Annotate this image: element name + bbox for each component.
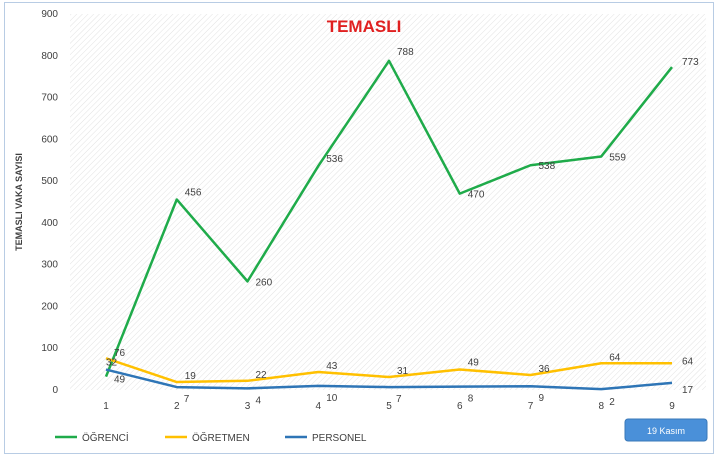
data-label: 10 bbox=[326, 393, 338, 404]
y-tick-label: 900 bbox=[41, 9, 58, 20]
y-tick-label: 0 bbox=[52, 385, 58, 396]
data-label: 64 bbox=[609, 352, 621, 363]
data-label: 32 bbox=[106, 358, 118, 369]
data-label: 22 bbox=[256, 370, 268, 381]
legend-label: ÖĞRENCİ bbox=[82, 431, 129, 444]
data-label: 36 bbox=[539, 364, 551, 375]
x-tick-label: 8 bbox=[598, 401, 604, 412]
y-tick-label: 100 bbox=[41, 343, 58, 354]
data-label: 76 bbox=[114, 348, 126, 359]
date-badge-box bbox=[624, 418, 708, 442]
data-label: 7 bbox=[396, 394, 402, 405]
data-label: 2 bbox=[609, 397, 615, 408]
data-label: 43 bbox=[326, 361, 338, 372]
x-tick-label: 2 bbox=[174, 401, 180, 412]
data-label: 17 bbox=[682, 385, 694, 396]
data-label: 49 bbox=[114, 375, 126, 386]
data-label: 559 bbox=[609, 152, 626, 163]
data-label: 470 bbox=[468, 190, 485, 201]
data-label: 536 bbox=[326, 154, 343, 165]
x-tick-label: 1 bbox=[103, 401, 109, 412]
data-label: 8 bbox=[468, 394, 474, 405]
x-tick-label: 4 bbox=[315, 401, 321, 412]
series-line bbox=[105, 357, 672, 384]
data-label: 260 bbox=[256, 277, 273, 288]
x-tick-label: 9 bbox=[669, 401, 675, 412]
data-label: 773 bbox=[682, 57, 699, 68]
data-label: 49 bbox=[468, 358, 480, 369]
x-tick-label: 6 bbox=[457, 401, 463, 412]
series-line bbox=[104, 59, 673, 378]
series-line bbox=[105, 368, 673, 391]
y-tick-label: 400 bbox=[41, 218, 58, 229]
date-badge-label: 19 Kasım bbox=[647, 426, 685, 436]
data-label: 9 bbox=[539, 393, 545, 404]
data-label: 538 bbox=[539, 161, 556, 172]
data-label: 788 bbox=[397, 47, 414, 58]
y-tick-label: 500 bbox=[41, 176, 58, 187]
legend-label: PERSONEL bbox=[312, 433, 367, 444]
x-tick-label: 3 bbox=[245, 401, 251, 412]
data-label: 19 bbox=[185, 371, 197, 382]
y-tick-label: 800 bbox=[41, 51, 58, 62]
data-label: 7 bbox=[184, 394, 190, 405]
data-label: 456 bbox=[185, 187, 202, 198]
y-tick-label: 600 bbox=[41, 134, 58, 145]
y-tick-label: 700 bbox=[41, 93, 58, 104]
y-axis-label: TEMASLI VAKA SAYISI bbox=[14, 153, 24, 251]
x-tick-label: 7 bbox=[528, 401, 534, 412]
chart-title: TEMASLI bbox=[327, 17, 402, 36]
data-label: 64 bbox=[682, 356, 694, 367]
y-tick-label: 300 bbox=[41, 260, 58, 271]
x-tick-label: 5 bbox=[386, 401, 392, 412]
plot-area bbox=[70, 14, 706, 390]
date-badge: 19 Kasım bbox=[624, 418, 708, 442]
data-label: 31 bbox=[397, 366, 409, 377]
data-label: 4 bbox=[256, 395, 262, 406]
legend-label: ÖĞRETMEN bbox=[192, 431, 250, 444]
y-tick-label: 200 bbox=[41, 301, 58, 312]
